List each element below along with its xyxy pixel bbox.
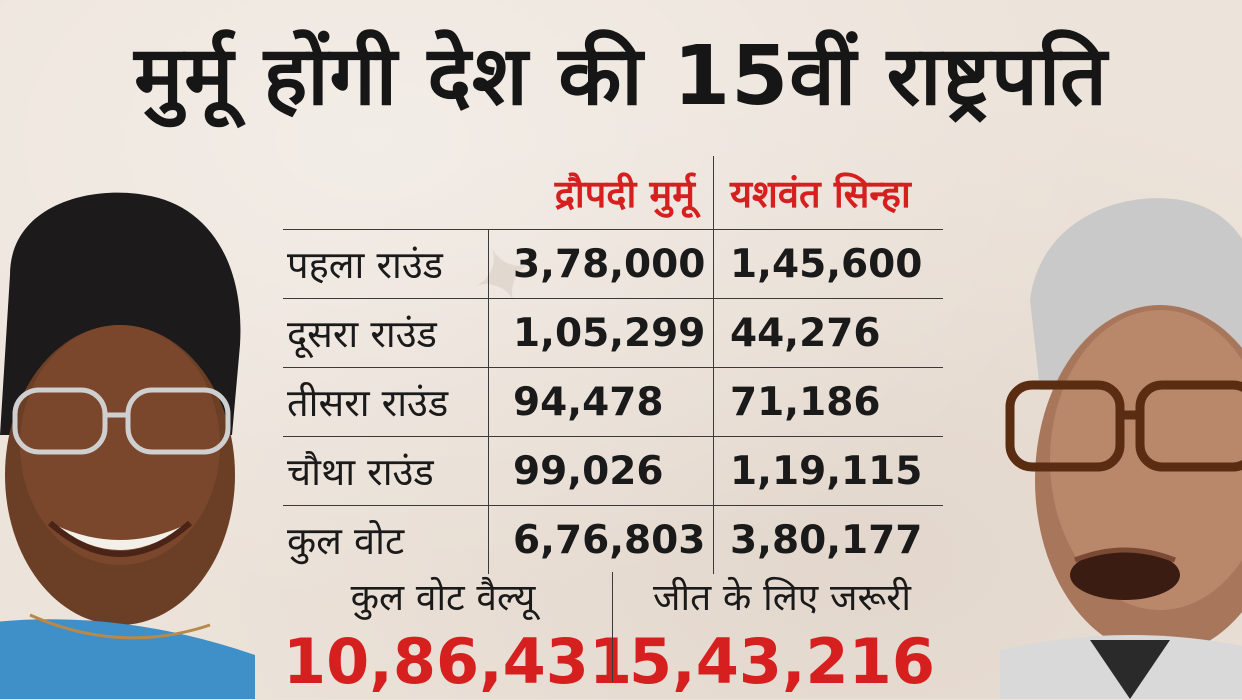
summary-divider [612,572,613,682]
headline: मुर्मू होंगी देश की 15वीं राष्ट्रपति [134,29,1108,124]
murmu-votes: 3,78,000 [488,230,713,298]
round-label: तीसरा राउंड [287,381,449,425]
table-header-row: द्रौपदी मुर्मू यशवंत सिन्हा [283,156,943,229]
portrait-left [0,192,255,699]
table-row: तीसरा राउंड 94,478 71,186 [283,367,943,436]
required-to-win-block: जीत के लिए जरूरी 5,43,216 [622,572,942,700]
round-label: पहला राउंड [287,243,443,287]
round-label: चौथा राउंड [287,450,434,494]
murmu-votes: 99,026 [488,437,713,505]
total-label: कुल वोट [287,519,405,563]
table-row: चौथा राउंड 99,026 1,19,115 [283,436,943,505]
sinha-votes: 44,276 [713,299,943,367]
sinha-votes: 1,19,115 [713,437,943,505]
round-label: दूसरा राउंड [287,312,437,356]
table-row: पहला राउंड 3,78,000 1,45,600 [283,229,943,298]
total-vote-value-block: कुल वोट वैल्यू 10,86,431 [283,572,633,700]
required-to-win-value: 5,43,216 [629,625,935,698]
sinha-total-votes: 3,80,177 [713,506,943,574]
portrait-right [1000,198,1242,699]
murmu-votes: 94,478 [488,368,713,436]
table-row: दूसरा राउंड 1,05,299 44,276 [283,298,943,367]
murmu-total-votes: 6,76,803 [488,506,713,574]
total-vote-value-label: कुल वोट वैल्यू [350,576,536,619]
murmu-votes: 1,05,299 [488,299,713,367]
vote-table: द्रौपदी मुर्मू यशवंत सिन्हा पहला राउंड 3… [283,156,943,574]
total-vote-value: 10,86,431 [283,625,633,698]
required-to-win-label: जीत के लिए जरूरी [653,576,911,619]
table-row-total: कुल वोट 6,76,803 3,80,177 [283,505,943,574]
sinha-votes: 71,186 [713,368,943,436]
candidate-sinha-header: यशवंत सिन्हा [713,156,943,229]
candidate-murmu-header: द्रौपदी मुर्मू [554,171,695,216]
sinha-votes: 1,45,600 [713,230,943,298]
